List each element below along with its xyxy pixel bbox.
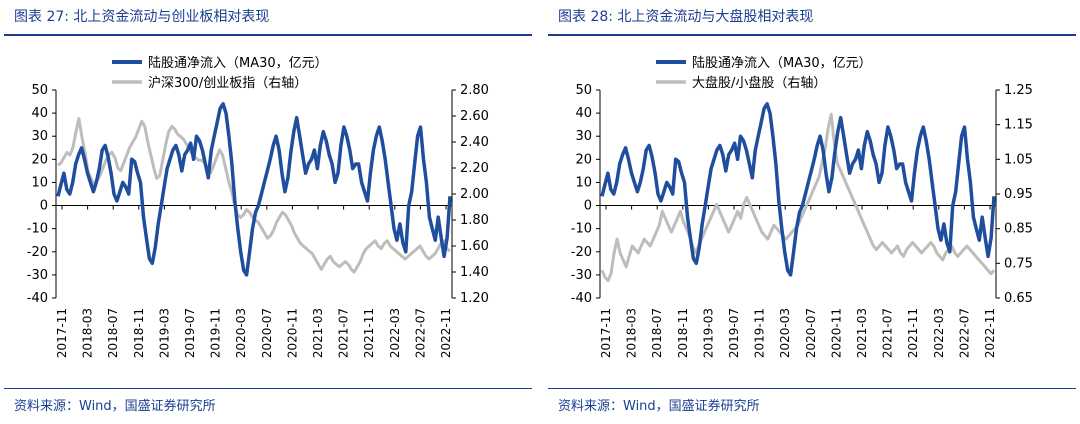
legend-label: 沪深300/创业板指（右轴）	[148, 75, 307, 91]
x-tick-label: 2021-03	[311, 308, 325, 358]
x-tick-label: 2017-11	[55, 308, 69, 358]
x-tick-label: 2019-11	[753, 308, 767, 358]
y-left-tick-label: 0	[40, 199, 48, 214]
title-divider	[4, 34, 532, 36]
chart-panel-2: 图表 28: 北上资金流动与大盘股相对表现 50 40 30 20 10 0 -10 -20 -…	[548, 0, 1076, 424]
line-chart: 50 40 30 20 10 0 -10 -20 -30 -40 2.80 2.60 2.40 2.20 2…	[27, 55, 489, 358]
title-divider	[548, 34, 1076, 36]
y-left-tick-label: 40	[31, 106, 48, 121]
x-tick-label: 2021-11	[362, 308, 376, 358]
x-tick-label: 2022-03	[388, 308, 402, 358]
x-tick-label: 2020-03	[234, 308, 248, 358]
y-right-tick-label: 1.40	[460, 265, 489, 280]
chart-title: 图表 27: 北上资金流动与创业板相对表现	[14, 9, 270, 25]
y-left-tick-label: 40	[575, 106, 592, 121]
y-right-tick-label: 2.80	[460, 83, 489, 98]
x-tick-label: 2017-11	[599, 308, 613, 358]
y-left-tick-label: 10	[31, 175, 48, 190]
legend-label: 大盘股/小盘股（右轴）	[692, 75, 826, 91]
y-left-tick-label: -20	[571, 245, 592, 260]
y-right-tick-label: 2.20	[460, 161, 489, 176]
y-left-tick-label: -40	[571, 291, 592, 306]
y-left-tick-label: 20	[31, 152, 48, 167]
y-right-tick-label: 0.75	[1004, 256, 1033, 271]
y-right-tick-label: 1.25	[1004, 83, 1033, 98]
source-divider	[4, 388, 532, 389]
x-tick-label: 2021-11	[906, 308, 920, 358]
series-line-northbound	[56, 102, 452, 277]
legend-label: 陆股通净流入（MA30，亿元）	[148, 55, 328, 71]
y-right-tick-label: 1.60	[460, 239, 489, 254]
y-left-tick-label: 30	[31, 129, 48, 144]
y-right-tick-label: 1.80	[460, 213, 489, 228]
x-tick-label: 2020-07	[804, 308, 818, 358]
x-tick-label: 2020-11	[285, 308, 299, 358]
source-divider	[548, 388, 1076, 389]
x-tick-label: 2018-03	[625, 308, 639, 358]
y-left-tick-label: 10	[575, 175, 592, 190]
x-tick-label: 2018-03	[81, 308, 95, 358]
y-right-tick-label: 2.40	[460, 135, 489, 150]
x-tick-label: 2018-07	[106, 308, 120, 358]
y-left-tick-label: 0	[584, 199, 592, 214]
chart-title: 图表 28: 北上资金流动与大盘股相对表现	[558, 9, 814, 25]
x-tick-label: 2022-07	[957, 308, 971, 358]
x-tick-label: 2018-11	[676, 308, 690, 358]
chart-panel-1: 图表 27: 北上资金流动与创业板相对表现 50 40 30 20 10 0 -10 -20 -…	[4, 0, 532, 424]
x-tick-label: 2021-07	[337, 308, 351, 358]
x-tick-label: 2019-11	[209, 308, 223, 358]
x-tick-label: 2019-07	[727, 308, 741, 358]
y-right-tick-label: 1.05	[1004, 152, 1033, 167]
y-right-tick-label: 0.65	[1004, 291, 1033, 306]
y-left-tick-label: -10	[27, 222, 48, 237]
y-right-tick-label: 1.15	[1004, 118, 1033, 133]
x-tick-label: 2018-07	[650, 308, 664, 358]
x-tick-label: 2022-11	[983, 308, 997, 358]
series-line-northbound	[600, 102, 996, 277]
y-right-tick-label: 2.60	[460, 109, 489, 124]
x-tick-label: 2019-03	[701, 308, 715, 358]
x-tick-label: 2022-11	[439, 308, 453, 358]
y-right-tick-label: 0.95	[1004, 187, 1033, 202]
legend-label: 陆股通净流入（MA30，亿元）	[692, 55, 872, 71]
x-tick-label: 2020-11	[829, 308, 843, 358]
x-tick-label: 2020-03	[778, 308, 792, 358]
x-tick-label: 2021-03	[855, 308, 869, 358]
source-note: 资料来源：Wind，国盛证券研究所	[558, 399, 760, 414]
y-left-tick-label: 30	[575, 129, 592, 144]
y-left-tick-label: 50	[575, 83, 592, 98]
y-right-tick-label: 1.20	[460, 291, 489, 306]
line-chart: 50 40 30 20 10 0 -10 -20 -30 -40 1.25 1.15 1.05 0.95 0…	[571, 55, 1033, 358]
x-tick-label: 2022-07	[413, 308, 427, 358]
y-right-tick-label: 2.00	[460, 187, 489, 202]
y-left-tick-label: -20	[27, 245, 48, 260]
x-tick-label: 2018-11	[132, 308, 146, 358]
y-left-tick-label: 20	[575, 152, 592, 167]
y-left-tick-label: -30	[571, 268, 592, 283]
x-tick-label: 2019-03	[157, 308, 171, 358]
y-left-tick-label: 50	[31, 83, 48, 98]
x-tick-label: 2019-07	[183, 308, 197, 358]
y-left-tick-label: -10	[571, 222, 592, 237]
x-tick-label: 2020-07	[260, 308, 274, 358]
y-left-tick-label: -40	[27, 291, 48, 306]
x-tick-label: 2022-03	[932, 308, 946, 358]
x-tick-label: 2021-07	[881, 308, 895, 358]
y-left-tick-label: -30	[27, 268, 48, 283]
y-right-tick-label: 0.85	[1004, 222, 1033, 237]
source-note: 资料来源：Wind，国盛证券研究所	[14, 399, 216, 414]
